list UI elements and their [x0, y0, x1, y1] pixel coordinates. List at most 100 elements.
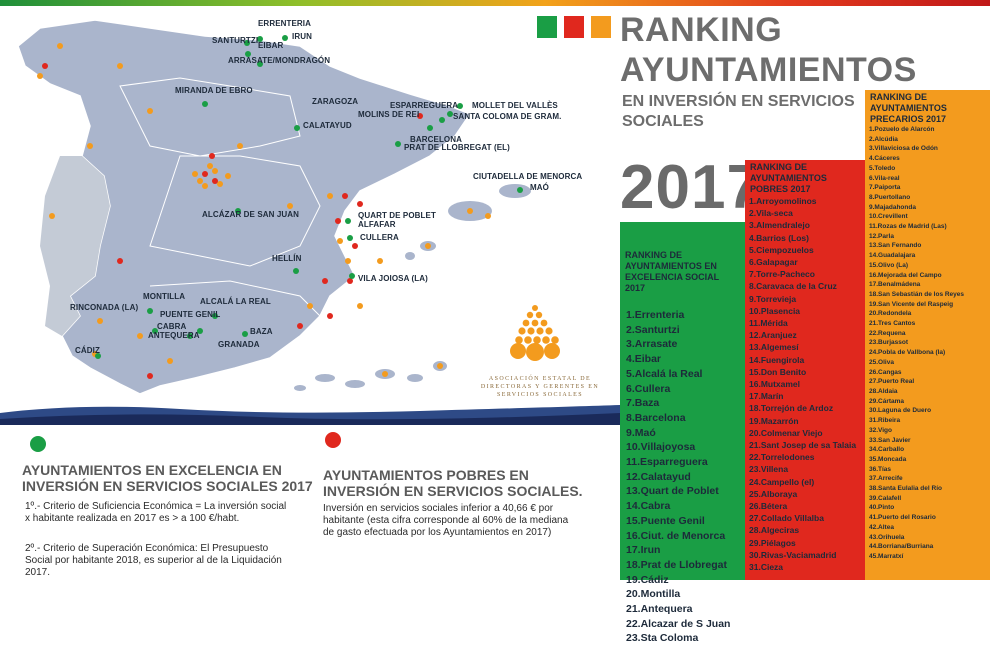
city-label: MONTILLA — [143, 292, 186, 301]
list-item: 23.Burjassot — [869, 339, 909, 347]
list-item: 17.Benalmádena — [869, 281, 921, 289]
city-label: EIBAR — [258, 41, 284, 50]
list-item: 30.Laguna de Duero — [869, 407, 932, 415]
list-item: 12.Calatayud — [626, 470, 691, 483]
page-title: RANKING AYUNTAMIENTOS — [620, 10, 917, 90]
list-item: 36.Tías — [869, 465, 892, 473]
poor-ranking-list: 1.Arroyomolinos 2.Vila-seca 3.Almendrale… — [745, 195, 865, 573]
list-item: 33.San Javier — [869, 436, 911, 444]
precarious-ranking-list: 1.Pozuelo de Alarcón 2.Alcúdia 3.Villavi… — [865, 125, 990, 562]
list-item: 8.Barcelona — [626, 411, 686, 424]
city-label: ALCÁZAR DE SAN JUAN — [202, 210, 300, 219]
description-line: de gasto efectuada por los Ayuntamientos… — [323, 527, 552, 538]
list-item: 1.Arroyomolinos — [749, 196, 817, 206]
list-item: 15.Olivo (La) — [869, 261, 909, 269]
city-label: MOLLET DEL VALLÈS — [472, 101, 558, 110]
list-item: 16.Mejorada del Campo — [869, 271, 942, 279]
list-item: 29.Piélagos — [749, 537, 796, 548]
section-title-line: AYUNTAMIENTOS POBRES EN — [323, 467, 529, 483]
logo-text-line: SERVICIOS SOCIALES — [497, 392, 583, 398]
red-square — [564, 16, 584, 38]
list-item: 30.Rivas-Vaciamadrid — [749, 549, 837, 560]
city-label: SANTA COLOMA DE GRAM. — [453, 112, 562, 121]
city-label: QUART DE POBLET — [358, 211, 436, 220]
list-item: 24.Campello (el) — [749, 476, 815, 487]
list-item: 15.Don Benito — [749, 366, 807, 377]
list-item: 6.Galapagar — [749, 257, 798, 268]
list-item: 13.Algemesí — [749, 342, 799, 353]
list-item: 25.Alboraya — [749, 488, 798, 499]
criterion-line: 1º.- Criterio de Suficiencia Económica =… — [25, 501, 287, 512]
list-item: 2.Alcúdia — [869, 135, 898, 143]
list-item: 18.Prat de Llobregat — [626, 558, 727, 571]
list-item: 13.Quart de Poblet — [626, 485, 719, 498]
city-label: CABRA — [157, 322, 187, 331]
city-label: VILA JOIOSA (LA) — [358, 274, 428, 283]
list-item: 12.Parla — [869, 232, 894, 240]
list-item: 18.Torrejón de Ardoz — [749, 403, 834, 414]
city-label: ALCALÁ LA REAL — [200, 297, 271, 306]
list-item: 28.Algeciras — [749, 525, 800, 536]
green-square — [537, 16, 557, 38]
list-item: 35.Moncada — [869, 455, 907, 463]
description-line: Inversión en servicios sociales inferior… — [323, 503, 554, 514]
city-label: MAÓ — [530, 183, 549, 192]
section-title-line: AYUNTAMIENTOS EN EXCELENCIA EN — [22, 462, 282, 478]
list-item: 44.Borriana/Burriana — [869, 543, 934, 551]
list-item: 27.Collado Villalba — [749, 513, 824, 524]
list-item: 5.Ciempozuelos — [749, 244, 814, 255]
list-item: 6.Cullera — [626, 382, 671, 395]
list-item: 32.Vigo — [869, 426, 893, 434]
list-item: 29.Cártama — [869, 397, 905, 405]
list-item: 39.Calafell — [869, 494, 902, 502]
poor-section-title: AYUNTAMIENTOS POBRES EN INVERSIÓN EN SER… — [323, 467, 583, 499]
city-label: HELLÍN — [272, 254, 302, 263]
list-item: 1.Pozuelo de Alarcón — [869, 126, 935, 133]
list-item: 17.Marín — [749, 391, 784, 402]
list-item: 17.Irun — [626, 544, 661, 557]
city-label: BAZA — [250, 327, 273, 336]
list-item: 28.Aldaia — [869, 387, 898, 395]
city-label: PRAT DE LLOBREGAT (EL) — [404, 143, 510, 152]
list-item: 9.Maó — [626, 426, 656, 439]
list-item: 16.Ciut. de Menorca — [626, 529, 726, 542]
city-label: GRANADA — [218, 340, 260, 349]
list-item: 38.Santa Eulalia del Río — [869, 485, 942, 493]
list-item: 4.Cáceres — [869, 155, 900, 163]
list-item: 16.Mutxamel — [749, 379, 801, 390]
list-item: 3.Almendralejo — [749, 220, 810, 231]
city-label: ARRASATE/MONDRAGÓN — [228, 56, 331, 65]
list-item: 3.Arrasate — [626, 338, 678, 351]
list-item: 12.Aranjuez — [749, 330, 797, 341]
list-item: 31.Ribeira — [869, 417, 901, 425]
list-item: 21.Tres Cantos — [869, 320, 916, 328]
list-item: 2.Vila-seca — [749, 208, 793, 219]
list-item: 21.Antequera — [626, 603, 693, 616]
city-label: ERRENTERIA — [258, 19, 312, 28]
list-item: 22.Torrelodones — [749, 452, 815, 463]
city-label: ESPARREGUERA — [390, 101, 459, 110]
list-item: 8.Puertollano — [869, 193, 911, 201]
list-item: 8.Caravaca de la Cruz — [749, 281, 837, 292]
criterion-line: 2017. — [25, 567, 51, 578]
list-item: 41.Puerto del Rosario — [869, 514, 936, 522]
excellence-ranking-heading: RANKING DE AYUNTAMIENTOS EN EXCELENCIA S… — [625, 250, 720, 293]
list-item: 24.Pobla de Vallbona (la) — [869, 349, 946, 357]
list-item: 3.Villaviciosa de Odón — [869, 145, 938, 153]
list-item: 14.Fuengirola — [749, 354, 805, 365]
list-item: 5.Toledo — [869, 164, 896, 172]
city-label: CULLERA — [360, 233, 399, 242]
list-item: 26.Bétera — [749, 501, 788, 512]
page-subtitle: EN INVERSIÓN EN SERVICIOS SOCIALES — [622, 93, 855, 130]
list-item: 18.San Sebastián de los Reyes — [869, 290, 965, 298]
list-item: 34.Carballo — [869, 446, 905, 454]
list-item: 43.Orihuela — [869, 533, 905, 541]
city-label: MIRANDA DE EBRO — [175, 86, 253, 95]
list-item: 7.Baza — [626, 397, 660, 410]
list-item: 40.Pinto — [869, 504, 895, 512]
year-label: 2017 — [620, 153, 762, 222]
top-gradient-bar — [0, 0, 990, 6]
city-label: CÁDIZ — [75, 346, 100, 355]
orange-square — [591, 16, 611, 38]
list-item: 25.Oliva — [869, 358, 894, 366]
